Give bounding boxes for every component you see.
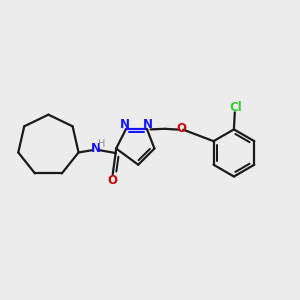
Text: Cl: Cl [229, 101, 242, 114]
Text: H: H [98, 139, 105, 148]
Text: O: O [107, 174, 117, 187]
Text: N: N [143, 118, 153, 130]
Text: N: N [91, 142, 100, 155]
Text: N: N [120, 118, 130, 130]
Text: O: O [177, 122, 187, 135]
